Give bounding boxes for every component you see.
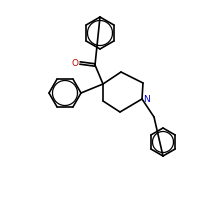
Text: O: O (72, 58, 78, 68)
Text: N: N (143, 95, 150, 104)
